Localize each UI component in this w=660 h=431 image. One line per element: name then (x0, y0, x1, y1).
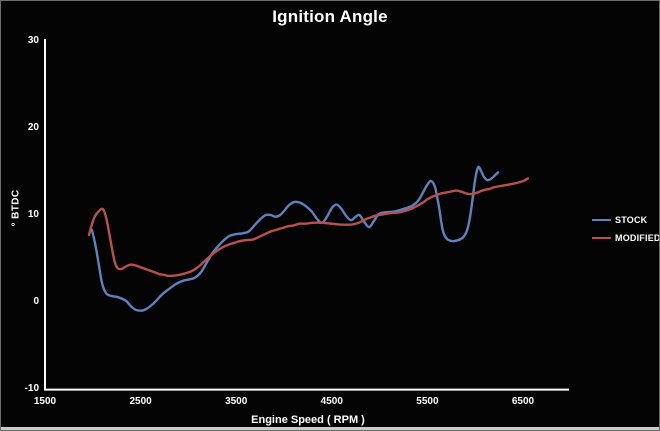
x-tick-label: 4500 (320, 396, 343, 407)
y-tick-label: 30 (27, 35, 39, 46)
legend-swatch-modified (592, 237, 611, 239)
series-lines (87, 165, 529, 312)
legend-entry-modified: MODIFIED (592, 232, 660, 244)
x-tick-label: 6500 (511, 396, 535, 407)
legend-swatch-stock (592, 219, 611, 221)
y-tick-label: 10 (27, 209, 39, 220)
x-tick-label: 1500 (33, 396, 57, 407)
legend-label: STOCK (615, 215, 648, 225)
legend-entry-stock: STOCK (592, 214, 659, 226)
y-tick-label: -10 (24, 383, 39, 394)
window-bottom-border (1, 427, 659, 430)
chart-title: Ignition Angle (272, 7, 388, 26)
x-tick-label: 3500 (225, 396, 248, 407)
x-tick-label: 2500 (129, 396, 152, 407)
modified-series-line (87, 177, 529, 278)
legend-label: MODIFIED (615, 233, 660, 243)
y-tick-label: 0 (33, 296, 39, 307)
legend: STOCK MODIFIED (592, 214, 660, 250)
y-axis-title: ° BTDC (10, 189, 22, 227)
y-tick-label: 20 (27, 122, 39, 133)
stock-series-line (90, 165, 500, 312)
x-tick-label: 5500 (416, 396, 439, 407)
x-axis-title: Engine Speed ( RPM ) (251, 414, 365, 426)
